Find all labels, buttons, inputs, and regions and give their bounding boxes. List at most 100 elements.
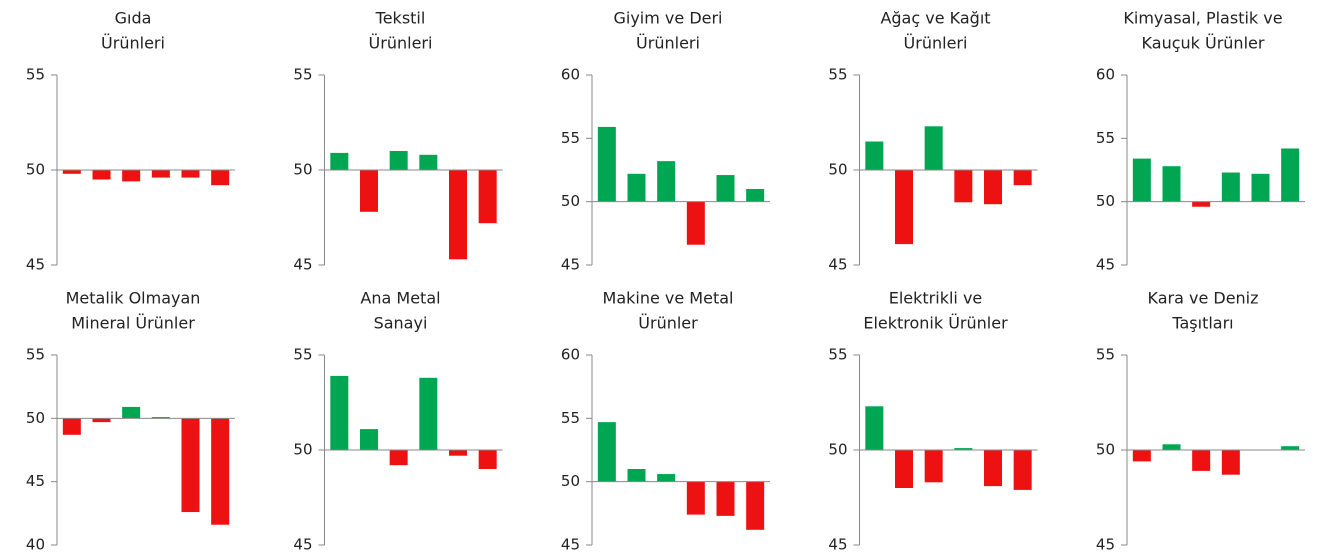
y-tick-label: 45 xyxy=(293,256,312,274)
y-tick-label: 60 xyxy=(561,346,580,364)
y-tick-label: 45 xyxy=(1096,536,1115,554)
bar xyxy=(62,418,81,435)
y-tick-label: 60 xyxy=(561,66,580,84)
y-tick-label: 50 xyxy=(293,441,312,459)
bar xyxy=(746,481,765,530)
bar xyxy=(686,481,705,515)
bar xyxy=(389,151,408,170)
y-tick-label: 55 xyxy=(1096,346,1115,364)
bar xyxy=(657,474,676,482)
bar xyxy=(924,126,943,170)
bar xyxy=(1132,450,1151,462)
y-tick-label: 55 xyxy=(293,66,312,84)
panel-title: Makine ve Metal xyxy=(603,289,734,308)
y-tick-label: 45 xyxy=(561,536,580,554)
bar xyxy=(211,170,230,186)
panel-title: Kauçuk Ürünler xyxy=(1142,34,1265,53)
bar xyxy=(627,469,646,482)
bar xyxy=(449,450,467,456)
panel-title: Elektronik Ürünler xyxy=(863,314,1008,333)
bar xyxy=(954,170,973,203)
bar xyxy=(478,450,497,469)
panel-title: Ağaç ve Kağıt xyxy=(880,9,990,28)
panel-title: Taşıtları xyxy=(1171,314,1233,333)
y-tick-label: 50 xyxy=(293,161,312,179)
y-tick-label: 55 xyxy=(293,346,312,364)
bar xyxy=(1162,166,1181,202)
bar xyxy=(419,154,438,170)
y-tick-label: 50 xyxy=(828,161,847,179)
bar xyxy=(686,201,705,245)
y-tick-label: 55 xyxy=(561,409,580,427)
bar xyxy=(627,173,646,202)
bar xyxy=(895,450,913,488)
bar xyxy=(746,189,765,202)
panel-title: Kara ve Deniz xyxy=(1147,289,1258,308)
bar xyxy=(360,170,378,212)
y-tick-label: 55 xyxy=(26,66,45,84)
y-tick-label: 45 xyxy=(1096,256,1115,274)
bar xyxy=(92,418,111,423)
bar xyxy=(597,126,616,202)
y-tick-label: 60 xyxy=(1096,66,1115,84)
y-tick-label: 50 xyxy=(561,472,580,490)
y-tick-label: 50 xyxy=(1096,192,1115,210)
y-tick-label: 45 xyxy=(828,256,847,274)
bar xyxy=(478,170,497,224)
bar xyxy=(865,141,884,170)
y-tick-label: 50 xyxy=(26,161,45,179)
bar xyxy=(122,170,141,182)
y-tick-label: 55 xyxy=(26,346,45,364)
panel-title: Metalik Olmayan xyxy=(66,289,201,308)
y-tick-label: 45 xyxy=(26,256,45,274)
y-tick-label: 55 xyxy=(561,129,580,147)
panel-title: Ürünleri xyxy=(904,34,968,53)
bar xyxy=(1221,450,1240,475)
panel-title: Elektrikli ve xyxy=(889,289,983,308)
bar xyxy=(151,417,170,419)
y-tick-label: 45 xyxy=(828,536,847,554)
bar xyxy=(716,175,735,202)
bar xyxy=(181,418,200,513)
panel-title: Ana Metal xyxy=(360,289,440,308)
bar xyxy=(984,170,1002,205)
bar xyxy=(330,375,349,450)
y-tick-label: 50 xyxy=(828,441,847,459)
y-tick-label: 55 xyxy=(1096,129,1115,147)
panel-title: Ürünler xyxy=(638,314,698,333)
panel-title: Tekstil xyxy=(375,9,426,28)
panel-title: Ürünleri xyxy=(101,34,165,53)
bar xyxy=(330,152,349,170)
bar xyxy=(389,450,408,466)
y-tick-label: 50 xyxy=(26,409,45,427)
bar xyxy=(954,448,973,450)
y-tick-label: 45 xyxy=(293,536,312,554)
bar xyxy=(419,377,438,450)
y-tick-label: 55 xyxy=(828,66,847,84)
panel-title: Ürünleri xyxy=(636,34,700,53)
panel-title: Gıda xyxy=(115,9,152,28)
bar xyxy=(449,170,467,260)
bar xyxy=(92,170,111,180)
y-tick-label: 50 xyxy=(1096,441,1115,459)
bar xyxy=(151,170,170,178)
bar xyxy=(984,450,1002,487)
bar xyxy=(657,161,676,202)
bar xyxy=(62,170,81,174)
bar xyxy=(895,170,913,245)
bar xyxy=(865,406,884,450)
bar xyxy=(181,170,200,178)
bar xyxy=(1162,444,1181,450)
y-tick-label: 45 xyxy=(561,256,580,274)
bar xyxy=(122,406,141,419)
panel-title: Mineral Ürünler xyxy=(71,314,195,333)
bar xyxy=(1013,170,1032,186)
bar xyxy=(1192,201,1211,207)
y-tick-label: 50 xyxy=(561,192,580,210)
bar xyxy=(924,450,943,483)
bar xyxy=(1251,173,1270,202)
panel-title: Ürünleri xyxy=(369,34,433,53)
y-tick-label: 40 xyxy=(26,536,45,554)
bar xyxy=(211,418,230,525)
